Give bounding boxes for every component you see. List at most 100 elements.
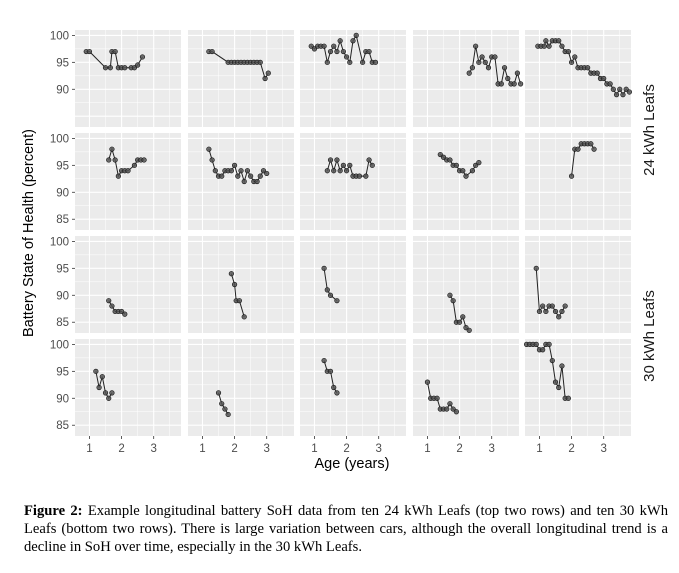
data-point — [366, 48, 372, 55]
data-point — [447, 401, 453, 407]
data-point — [518, 81, 524, 87]
data-point — [565, 395, 571, 401]
data-point — [321, 265, 327, 271]
data-point — [347, 59, 353, 65]
x-tick-label: 2 — [456, 443, 462, 455]
data-point — [236, 298, 242, 304]
data-point — [109, 146, 115, 152]
data-point — [556, 38, 562, 44]
data-point — [244, 168, 251, 174]
data-point — [331, 168, 337, 174]
data-point — [206, 146, 212, 152]
data-point — [106, 395, 112, 401]
data-point — [549, 303, 555, 309]
data-point — [363, 173, 369, 179]
data-point — [141, 157, 147, 163]
data-point — [498, 81, 504, 87]
data-point — [337, 168, 343, 174]
data-point — [96, 384, 102, 391]
x-tick-label: 1 — [199, 443, 205, 455]
data-point — [86, 48, 93, 55]
faceted-chart: 90 95 100 85 90 95 100 85 90 95 100 85 90 95 100 1 2 3 1 2 3… — [21, 30, 658, 472]
data-point — [424, 379, 431, 385]
data-point — [591, 146, 597, 152]
data-point — [337, 38, 343, 44]
data-point — [559, 308, 565, 315]
data-point — [453, 409, 459, 415]
data-point — [453, 162, 459, 168]
data-point — [546, 341, 552, 347]
data-point — [222, 406, 228, 412]
data-point — [447, 292, 453, 298]
data-point — [238, 168, 244, 174]
panel-background — [300, 339, 406, 436]
data-point — [559, 363, 565, 369]
data-point — [107, 65, 113, 71]
data-point — [434, 395, 440, 401]
panel-background — [525, 339, 631, 436]
data-point — [324, 59, 330, 65]
x-tick-label: 1 — [311, 443, 317, 455]
y-tick-label: 90 — [56, 393, 69, 405]
y-axis-title: Battery State of Health (percent) — [21, 129, 37, 337]
data-point — [601, 75, 607, 82]
data-point — [552, 308, 559, 315]
data-point — [228, 271, 234, 277]
data-point — [562, 303, 568, 309]
data-point — [262, 75, 268, 82]
x-tick-label: 3 — [488, 443, 494, 455]
y-tick-label: 90 — [56, 84, 69, 96]
data-point — [343, 54, 350, 60]
data-point — [99, 374, 105, 380]
panel-background — [525, 236, 631, 333]
data-point — [264, 170, 270, 177]
data-point — [228, 168, 234, 174]
data-point — [139, 54, 146, 60]
data-point — [334, 390, 340, 396]
data-point — [479, 54, 485, 60]
y-tick-label: 100 — [50, 236, 69, 248]
x-tick-label: 2 — [568, 443, 574, 455]
data-point — [492, 54, 498, 60]
x-tick-label: 3 — [263, 443, 269, 455]
data-point — [324, 168, 330, 174]
data-point — [334, 157, 340, 163]
panel-background — [413, 133, 519, 230]
data-point — [231, 162, 238, 168]
panel-background — [300, 133, 406, 230]
panel-background — [75, 133, 181, 230]
data-point — [327, 157, 334, 163]
y-tick-label: 90 — [56, 187, 69, 199]
data-point — [321, 357, 327, 364]
x-tick-label: 3 — [150, 443, 156, 455]
data-point — [324, 287, 330, 293]
data-point — [613, 92, 620, 98]
y-tick-label: 100 — [50, 133, 69, 145]
data-point — [109, 303, 115, 309]
data-point — [122, 65, 128, 71]
data-point — [327, 368, 334, 374]
y-tick-label: 85 — [56, 214, 69, 226]
panel-background — [75, 339, 181, 436]
data-point — [466, 70, 472, 76]
x-tick-label: 3 — [600, 443, 606, 455]
data-point — [549, 357, 555, 364]
panel-background — [75, 30, 181, 127]
data-point — [254, 178, 260, 185]
data-point — [501, 65, 508, 71]
data-point — [556, 384, 562, 391]
data-point — [372, 59, 379, 65]
y-tick-label: 95 — [56, 366, 69, 378]
data-point — [109, 390, 115, 396]
data-point — [334, 48, 340, 55]
data-point — [505, 75, 511, 82]
panel-background — [188, 236, 294, 333]
panel-background — [75, 236, 181, 333]
data-point — [473, 43, 479, 49]
data-point — [248, 173, 254, 179]
data-point — [112, 157, 118, 163]
data-point — [257, 173, 263, 179]
x-axis-title: Age (years) — [315, 456, 390, 472]
data-point — [369, 162, 375, 168]
y-tick-label: 95 — [56, 160, 69, 172]
